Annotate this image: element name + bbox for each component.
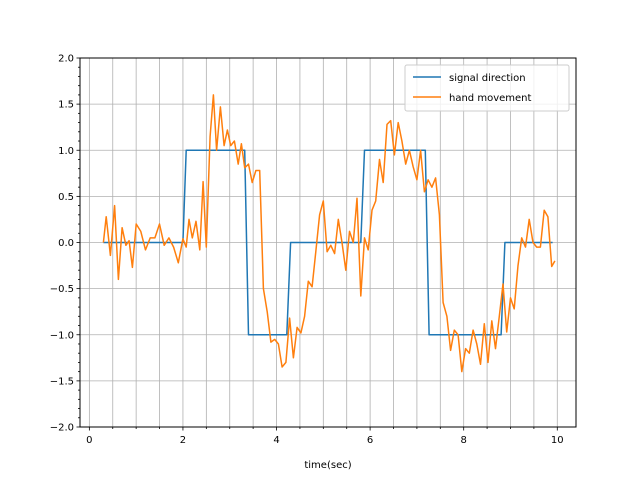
y-tick-label: 0.0 (58, 238, 74, 249)
series-lines (102, 94, 556, 373)
axis-ticks: 0 2 4 6 8 10 −2.0 −1.5 −1.0 −0.5 0.0 0.5 1.0 1.5 2.0 (50, 54, 564, 447)
y-tick-label: −1.5 (50, 376, 74, 387)
y-tick-label: 1.0 (58, 146, 74, 157)
x-tick-label: 6 (367, 435, 373, 446)
x-axis-label: time(sec) (304, 460, 351, 471)
x-tick-label: 10 (551, 435, 564, 446)
y-tick-label: 2.0 (58, 54, 74, 65)
x-tick-label: 2 (180, 435, 186, 446)
y-tick-label: −1.0 (50, 330, 74, 341)
legend-label: signal direction (449, 73, 526, 84)
legend: signal direction hand movement (404, 64, 570, 112)
x-tick-label: 0 (86, 435, 92, 446)
hand-movement-line (102, 94, 556, 373)
y-tick-label: 1.5 (58, 100, 74, 111)
y-tick-label: −2.0 (50, 423, 74, 434)
y-tick-label: −0.5 (50, 284, 74, 295)
x-tick-label: 4 (273, 435, 279, 446)
x-tick-label: 8 (461, 435, 467, 446)
y-tick-label: 0.5 (58, 192, 74, 203)
legend-box (404, 64, 570, 112)
legend-label: hand movement (449, 93, 531, 104)
